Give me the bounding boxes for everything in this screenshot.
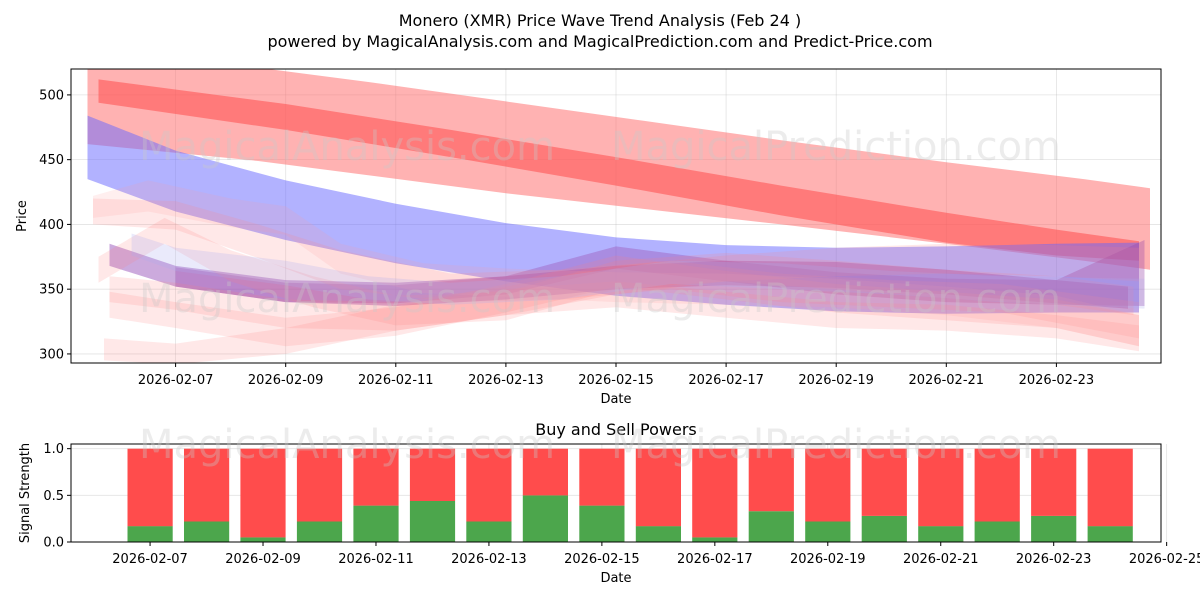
buy-sell-x-ticks: 2026-02-07 2026-02-09 2026-02-11 2026-02-13…	[112, 542, 1200, 567]
y-tick-label: 350	[39, 283, 64, 298]
buy-bar	[805, 521, 851, 542]
y-tick-label: 500	[39, 88, 64, 103]
buy-bar	[1087, 526, 1133, 542]
x-tick-label: 2026-02-11	[338, 552, 414, 567]
trend-band	[109, 243, 1139, 331]
trend-band	[109, 243, 1128, 309]
sell-bar	[1031, 448, 1077, 516]
chart-title: Monero (XMR) Price Wave Trend Analysis (…	[399, 11, 801, 30]
y-tick-label: 450	[39, 153, 64, 168]
sell-bar	[974, 448, 1020, 522]
x-tick-label: 2026-02-19	[790, 552, 866, 567]
x-tick-label: 2026-02-13	[451, 552, 527, 567]
sell-bar	[861, 448, 907, 516]
x-tick-label: 2026-02-21	[903, 552, 979, 567]
x-tick-label: 2026-02-07	[138, 373, 214, 388]
sell-bar	[1087, 448, 1133, 527]
watermarks: MagicalAnalysis.com MagicalPrediction.co…	[139, 124, 1061, 468]
y-tick-label: 1.0	[43, 442, 64, 457]
y-tick-label: 0.0	[43, 536, 64, 551]
sell-bar	[579, 448, 625, 506]
sell-bar	[692, 448, 738, 538]
x-tick-label: 2026-02-23	[1016, 552, 1092, 567]
trend-band	[98, 79, 1139, 261]
buy-sell-y-axis-label: Signal Strength	[18, 443, 33, 543]
price-y-ticks: 300 350 400 450 500	[39, 88, 71, 362]
sell-bar	[353, 448, 399, 506]
sell-bar	[635, 448, 681, 527]
x-tick-label: 2026-02-09	[248, 373, 324, 388]
buy-bar	[522, 495, 568, 542]
trend-band	[175, 240, 1145, 306]
price-bands	[87, 69, 1150, 363]
price-x-axis-label: Date	[600, 392, 631, 407]
sell-bar	[240, 448, 286, 538]
x-tick-label: 2026-02-21	[909, 373, 985, 388]
x-tick-label: 2026-02-25	[1129, 552, 1200, 567]
watermark-prediction: MagicalPrediction.com	[611, 124, 1061, 170]
buy-sell-title: Buy and Sell Powers	[535, 420, 697, 439]
buy-bar	[353, 505, 399, 542]
x-tick-label: 2026-02-13	[468, 373, 544, 388]
buy-sell-plot-frame	[70, 443, 1162, 543]
buy-bar	[918, 526, 964, 542]
y-tick-label: 400	[39, 218, 64, 233]
x-tick-label: 2026-02-23	[1019, 373, 1095, 388]
band-layer	[87, 69, 1150, 363]
buy-bar	[748, 511, 794, 542]
x-tick-label: 2026-02-15	[564, 552, 640, 567]
buy-bar	[635, 526, 681, 542]
y-tick-label: 0.5	[43, 489, 64, 504]
sell-bar	[748, 448, 794, 512]
trend-band	[109, 255, 1139, 347]
price-x-ticks: 2026-02-07 2026-02-09 2026-02-11 2026-02-13…	[138, 363, 1094, 388]
x-tick-label: 2026-02-15	[578, 373, 654, 388]
trend-band	[131, 233, 1145, 309]
chart-subtitle: powered by MagicalAnalysis.com and Magic…	[267, 32, 932, 51]
sell-bar	[522, 448, 568, 496]
buy-bar	[861, 515, 907, 542]
sell-bar	[127, 448, 173, 527]
buy-bar	[974, 521, 1020, 542]
watermark-analysis: MagicalAnalysis.com	[139, 124, 555, 170]
watermark-analysis: MagicalAnalysis.com	[139, 422, 555, 468]
y-tick-label: 300	[39, 347, 64, 362]
trend-band	[104, 281, 1139, 363]
sell-bar	[466, 448, 512, 522]
buy-bar	[184, 521, 230, 542]
buy-sell-x-axis-label: Date	[600, 571, 631, 586]
buy-bar	[692, 537, 738, 542]
buy-bar	[127, 526, 173, 542]
buy-bar	[240, 537, 286, 542]
sell-bar	[409, 448, 456, 501]
buy-bar	[1031, 515, 1077, 542]
buy-bar	[579, 505, 625, 542]
buy-sell-chart: Buy and Sell Powers 0.0 0.5 1.0 2026-02-07…	[18, 420, 1200, 586]
buy-sell-bars	[127, 448, 1133, 542]
x-tick-label: 2026-02-11	[358, 373, 434, 388]
trend-band	[87, 115, 1139, 314]
trend-band	[98, 217, 1134, 326]
x-tick-label: 2026-02-07	[112, 552, 188, 567]
x-tick-label: 2026-02-17	[688, 373, 764, 388]
sell-bar	[296, 448, 343, 522]
x-tick-label: 2026-02-17	[677, 552, 753, 567]
trend-band	[93, 198, 1139, 339]
buy-bar	[466, 521, 512, 542]
trend-band	[93, 180, 1139, 347]
x-tick-label: 2026-02-19	[798, 373, 874, 388]
x-tick-label: 2026-02-09	[225, 552, 301, 567]
sell-bar	[805, 448, 851, 522]
buy-bar	[409, 500, 456, 542]
sell-bar	[918, 448, 964, 527]
price-y-axis-label: Price	[15, 200, 30, 232]
watermark-prediction: MagicalPrediction.com	[611, 422, 1061, 468]
buy-bar	[296, 521, 343, 542]
buy-sell-y-ticks: 0.0 0.5 1.0	[43, 442, 71, 551]
watermark-analysis: MagicalAnalysis.com	[139, 276, 555, 322]
watermark-prediction: MagicalPrediction.com	[611, 276, 1061, 322]
sell-bar	[184, 448, 230, 522]
